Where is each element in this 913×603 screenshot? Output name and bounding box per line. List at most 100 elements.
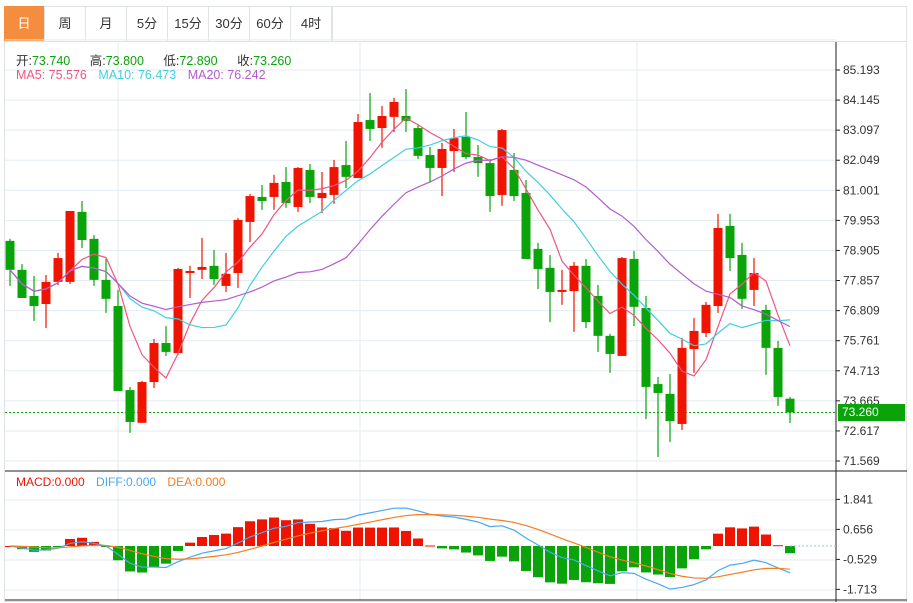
candle-down xyxy=(5,240,15,270)
candle-up xyxy=(749,272,759,290)
macd-bar xyxy=(557,546,567,584)
candle-up xyxy=(185,270,195,273)
candle-down xyxy=(521,192,531,259)
macd-bar xyxy=(269,517,279,546)
candle-down xyxy=(641,308,651,387)
tab-7[interactable]: 4时 xyxy=(291,6,332,41)
ma20-line xyxy=(9,156,791,328)
macd-tick-label: 1.841 xyxy=(843,492,873,506)
candle-up xyxy=(377,116,387,129)
candle-up xyxy=(437,149,447,168)
macd-bar xyxy=(65,539,75,546)
candle-down xyxy=(725,225,735,259)
tab-2[interactable]: 月 xyxy=(86,6,127,41)
candle-up xyxy=(137,382,147,423)
candle-down xyxy=(593,295,603,336)
macd-bar xyxy=(785,546,795,554)
ma5-line xyxy=(9,117,791,379)
current-price-tag: 73.260 xyxy=(838,404,905,421)
macd-bar xyxy=(713,533,723,546)
macd-bar xyxy=(365,527,375,546)
candle-down xyxy=(125,390,135,422)
macd-bar xyxy=(89,541,99,546)
candle-up xyxy=(569,265,579,292)
candle-down xyxy=(461,136,471,158)
high-value: 73.800 xyxy=(105,54,144,68)
chart-frame xyxy=(4,6,907,602)
open-label: 开: xyxy=(16,54,32,68)
tab-1[interactable]: 周 xyxy=(45,6,86,41)
macd-bar xyxy=(497,546,507,557)
macd-bar xyxy=(761,534,771,546)
macd-bar xyxy=(449,546,459,550)
low-value: 72.890 xyxy=(179,54,218,68)
tab-3[interactable]: 5分 xyxy=(127,6,168,41)
price-tick-label: 75.761 xyxy=(843,334,880,348)
candle-up xyxy=(389,101,399,117)
macd-legend: MACD:0.000 DIFF:0.000 DEA:0.000 xyxy=(16,475,233,489)
candle-down xyxy=(257,196,267,201)
macd-bar xyxy=(377,527,387,546)
candle-down xyxy=(413,128,423,156)
candle-up xyxy=(221,273,231,286)
diff-value: DIFF:0.000 xyxy=(96,475,157,489)
candle-up xyxy=(197,266,207,270)
price-tick-label: 76.809 xyxy=(843,304,880,318)
macd-bar xyxy=(161,546,171,564)
price-tick-label: 82.049 xyxy=(843,153,880,167)
tab-4[interactable]: 15分 xyxy=(168,6,209,41)
macd-bar xyxy=(341,530,351,546)
candle-down xyxy=(77,211,87,240)
macd-bar xyxy=(749,526,759,546)
macd-bar xyxy=(689,546,699,560)
macd-bar xyxy=(773,545,783,547)
macd-bar xyxy=(209,535,219,546)
macd-tick-label: 0.656 xyxy=(843,522,873,536)
macd-bar xyxy=(533,546,543,578)
macd-bar xyxy=(293,519,303,546)
candle-down xyxy=(665,393,675,422)
candle-up xyxy=(701,304,711,333)
candle-down xyxy=(29,295,39,306)
candle-down xyxy=(113,305,123,391)
candle-up xyxy=(293,167,303,207)
macd-bar xyxy=(173,546,183,551)
macd-bar xyxy=(545,546,555,583)
macd-bar xyxy=(197,536,207,546)
dea-value: DEA:0.000 xyxy=(167,475,226,489)
macd-bar xyxy=(425,545,435,547)
price-tick-label: 78.905 xyxy=(843,243,880,257)
macd-bar xyxy=(461,546,471,553)
macd-bar xyxy=(221,533,231,546)
low-label: 低: xyxy=(163,54,180,68)
candle-down xyxy=(737,254,747,299)
tab-0[interactable]: 日 xyxy=(4,6,45,41)
macd-bar xyxy=(677,546,687,569)
tab-5[interactable]: 30分 xyxy=(209,6,250,41)
macd-bar xyxy=(509,546,519,562)
candle-up xyxy=(41,281,51,304)
candle-down xyxy=(785,398,795,413)
macd-bar xyxy=(617,546,627,572)
tab-6[interactable]: 60分 xyxy=(250,6,291,41)
candle-up xyxy=(677,347,687,424)
macd-bar xyxy=(113,546,123,561)
candle-down xyxy=(305,169,315,197)
macd-bar xyxy=(353,527,363,546)
candle-down xyxy=(773,347,783,397)
candle-down xyxy=(89,238,99,280)
macd-bar xyxy=(641,546,651,573)
candle-down xyxy=(761,310,771,348)
macd-bar xyxy=(629,546,639,568)
macd-bar xyxy=(281,520,291,546)
candle-up xyxy=(149,343,159,383)
ma-legend: MA5: 75.576 MA10: 76.473 MA20: 76.242 xyxy=(16,68,274,82)
candle-up xyxy=(329,167,339,195)
ma10-line xyxy=(9,135,791,347)
candle-down xyxy=(365,120,375,129)
candle-up xyxy=(233,219,243,273)
macd-bar xyxy=(53,546,63,547)
price-tick-label: 81.001 xyxy=(843,183,880,197)
price-tick-label: 77.857 xyxy=(843,274,880,288)
